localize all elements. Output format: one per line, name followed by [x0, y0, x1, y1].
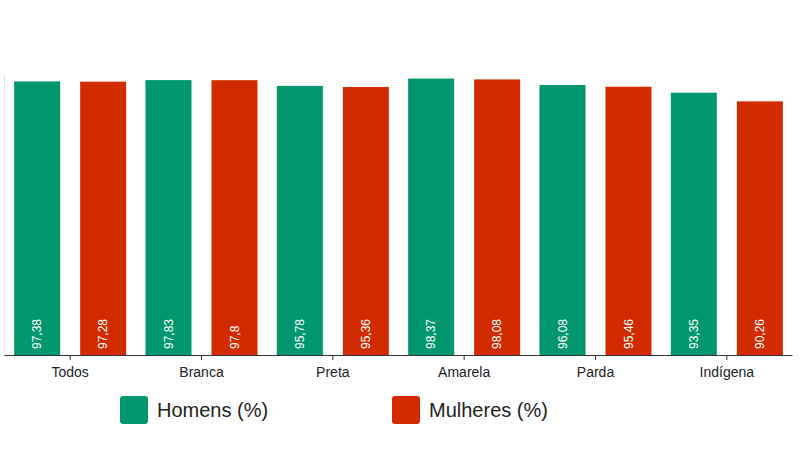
bar [408, 79, 454, 355]
legend: Homens (%) Mulheres (%) [120, 396, 548, 424]
x-axis-line [5, 355, 793, 356]
data-label: 90,26 [753, 319, 767, 349]
x-tick-label: Parda [577, 364, 615, 380]
bar [146, 80, 192, 355]
legend-label: Homens (%) [157, 399, 268, 421]
data-label: 97,83 [162, 319, 176, 349]
y-axis-line [4, 74, 5, 355]
x-tick [332, 355, 333, 360]
data-label: 93,35 [687, 319, 701, 349]
bar [737, 101, 783, 355]
legend-swatch [392, 396, 420, 424]
data-label: 98,37 [424, 319, 438, 349]
data-label: 95,78 [293, 319, 307, 349]
bar [343, 87, 389, 355]
bars [14, 79, 783, 355]
data-label: 96,08 [556, 319, 570, 349]
legend-label: Mulheres (%) [429, 399, 548, 421]
x-tick-label: Preta [316, 364, 350, 380]
x-tick-label: Amarela [438, 364, 490, 380]
x-tick [726, 355, 727, 360]
bar [212, 80, 258, 355]
x-tick-label: Todos [51, 364, 88, 380]
bar [474, 79, 520, 355]
bar [606, 87, 652, 355]
data-label: 95,46 [622, 319, 636, 349]
data-label: 97,38 [30, 319, 44, 349]
legend-swatch [120, 396, 148, 424]
x-tick [70, 355, 71, 360]
bar [540, 85, 586, 355]
data-label: 97,28 [96, 319, 110, 349]
data-label: 98,08 [490, 319, 504, 349]
data-label: 95,36 [359, 319, 373, 349]
x-tick [201, 355, 202, 360]
bar [80, 82, 126, 355]
data-label: 97,8 [228, 325, 242, 349]
x-tick [464, 355, 465, 360]
chart: 97,38 97,83 95,78 98,37 96,08 93,35 97,28 97,8 9… [0, 0, 800, 467]
bar [277, 86, 323, 355]
data-labels: 97,38 97,83 95,78 98,37 96,08 93,35 97,28 97,8 9… [30, 319, 767, 349]
x-tick-label: Indígena [700, 364, 755, 380]
x-tick-label: Branca [179, 364, 224, 380]
bar [14, 81, 60, 355]
bar [671, 93, 717, 355]
x-tick [595, 355, 596, 360]
